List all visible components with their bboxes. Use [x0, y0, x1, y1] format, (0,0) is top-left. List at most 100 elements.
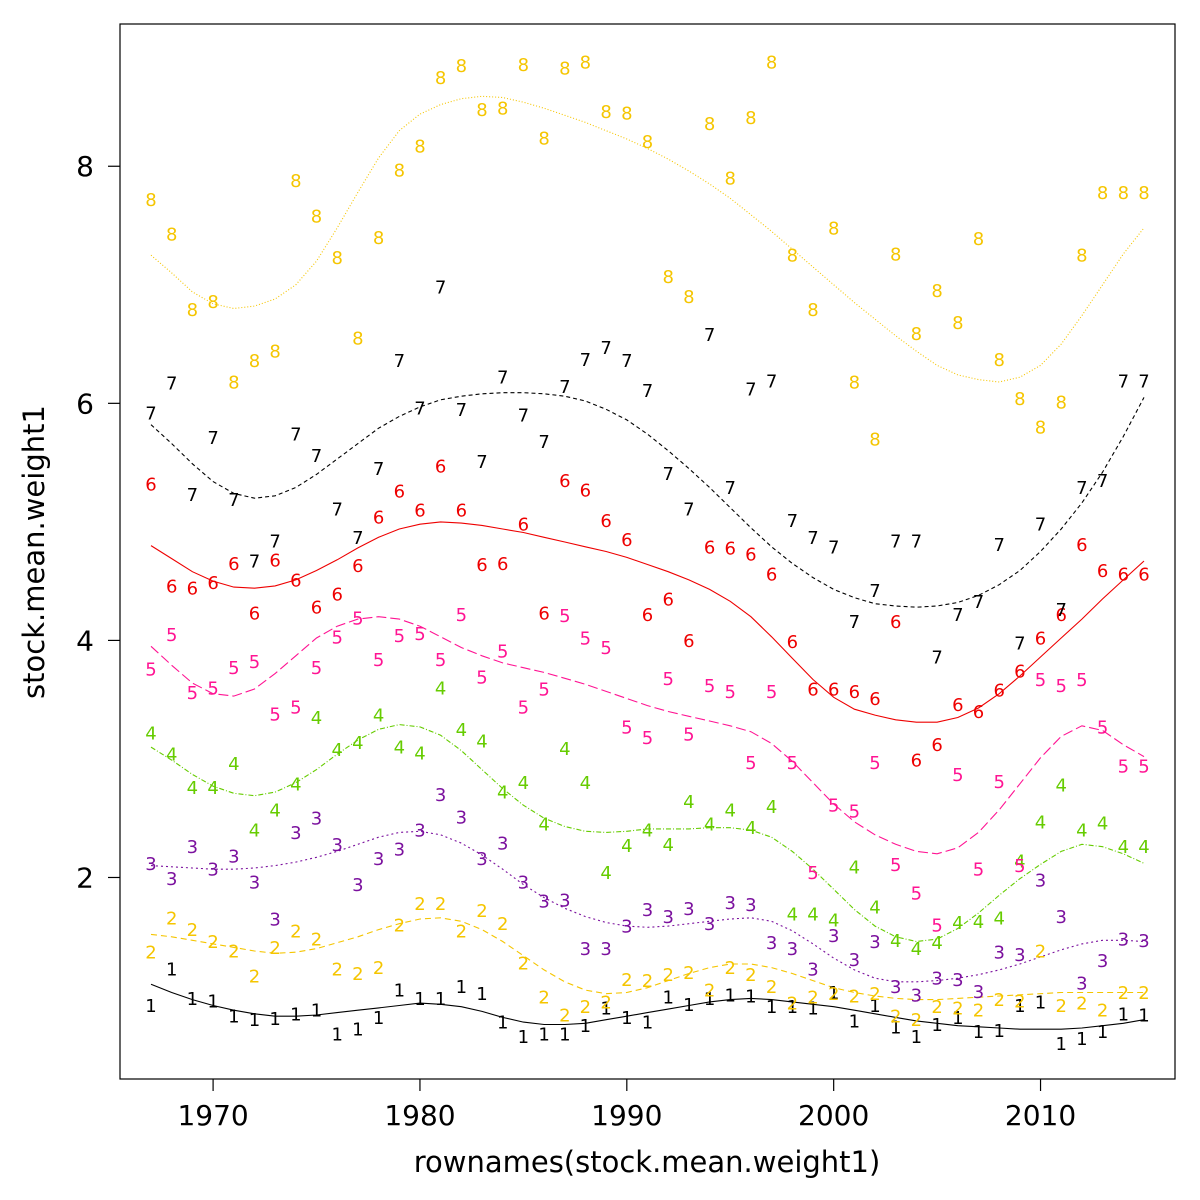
data-point-1: 1 — [187, 989, 198, 1010]
data-point-2: 2 — [207, 932, 218, 953]
data-point-1: 1 — [456, 977, 467, 998]
data-point-6: 6 — [207, 573, 218, 594]
data-point-6: 6 — [828, 680, 839, 701]
smooth-line-5 — [150, 616, 1145, 855]
data-point-2: 2 — [559, 1006, 570, 1027]
data-point-5: 5 — [621, 717, 632, 738]
data-point-1: 1 — [973, 1022, 984, 1043]
data-point-8: 8 — [724, 169, 735, 190]
data-point-5: 5 — [580, 629, 591, 650]
data-point-7: 7 — [911, 531, 922, 552]
data-point-5: 5 — [1097, 717, 1108, 738]
data-point-8: 8 — [849, 373, 860, 394]
data-point-6: 6 — [538, 604, 549, 625]
data-point-4: 4 — [497, 783, 508, 804]
data-point-5: 5 — [290, 697, 301, 718]
data-point-5: 5 — [745, 753, 756, 774]
data-point-7: 7 — [766, 371, 777, 392]
y-tick-label: 2 — [76, 861, 94, 894]
data-point-6: 6 — [662, 589, 673, 610]
data-point-7: 7 — [724, 478, 735, 499]
data-point-4: 4 — [187, 778, 198, 799]
y-axis: 2 4 6 8 — [76, 150, 120, 894]
data-point-8: 8 — [787, 246, 798, 267]
data-point-3: 3 — [1097, 951, 1108, 972]
data-point-7: 7 — [580, 350, 591, 371]
data-point-4: 4 — [456, 720, 467, 741]
data-point-7: 7 — [249, 552, 260, 573]
data-point-2: 2 — [683, 963, 694, 984]
data-point-3: 3 — [538, 892, 549, 913]
data-point-2: 2 — [973, 1001, 984, 1022]
data-point-3: 3 — [559, 891, 570, 912]
data-point-8: 8 — [373, 228, 384, 249]
data-point-2: 2 — [290, 921, 301, 942]
smooth-line-1 — [150, 983, 1145, 1030]
plot-frame — [119, 23, 1176, 1080]
data-point-3: 3 — [518, 873, 529, 894]
smooth-line-6 — [150, 521, 1145, 723]
data-point-1: 1 — [580, 1016, 591, 1037]
data-point-1: 1 — [683, 995, 694, 1016]
data-point-7: 7 — [1014, 633, 1025, 654]
y-tick-label: 6 — [76, 387, 94, 420]
data-point-5: 5 — [352, 608, 363, 629]
data-point-3: 3 — [890, 977, 901, 998]
x-tick-label: 2000 — [798, 1099, 869, 1132]
data-point-4: 4 — [373, 706, 384, 727]
data-point-5: 5 — [993, 772, 1004, 793]
data-point-3: 3 — [704, 914, 715, 935]
data-point-7: 7 — [207, 428, 218, 449]
data-point-3: 3 — [476, 849, 487, 870]
data-point-6: 6 — [952, 695, 963, 716]
smooth-line-2 — [150, 917, 1144, 1001]
data-point-5: 5 — [311, 658, 322, 679]
data-point-6: 6 — [187, 579, 198, 600]
data-point-5: 5 — [1138, 757, 1149, 778]
data-point-2: 2 — [249, 966, 260, 987]
data-point-5: 5 — [869, 753, 880, 774]
data-point-1: 1 — [518, 1027, 529, 1048]
data-point-7: 7 — [497, 368, 508, 389]
data-point-8: 8 — [290, 171, 301, 192]
data-point-6: 6 — [228, 554, 239, 575]
data-point-6: 6 — [476, 555, 487, 576]
data-point-1: 1 — [745, 987, 756, 1008]
data-point-2: 2 — [1097, 1001, 1108, 1022]
data-point-5: 5 — [1014, 856, 1025, 877]
data-point-6: 6 — [1138, 565, 1149, 586]
data-point-7: 7 — [807, 528, 818, 549]
data-point-7: 7 — [828, 537, 839, 558]
data-point-8: 8 — [269, 342, 280, 363]
data-point-4: 4 — [642, 821, 653, 842]
data-point-5: 5 — [414, 624, 425, 645]
data-point-3: 3 — [600, 939, 611, 960]
data-point-3: 3 — [724, 893, 735, 914]
smooth-line-3 — [150, 830, 1145, 983]
data-point-3: 3 — [745, 895, 756, 916]
data-point-4: 4 — [911, 939, 922, 960]
data-point-3: 3 — [683, 899, 694, 920]
data-point-5: 5 — [166, 625, 177, 646]
data-point-6: 6 — [331, 585, 342, 606]
data-point-6: 6 — [849, 682, 860, 703]
data-point-1: 1 — [559, 1025, 570, 1046]
data-point-8: 8 — [600, 102, 611, 123]
x-axis: 1970 1980 1990 2000 2010 — [177, 1079, 1076, 1132]
data-point-5: 5 — [683, 725, 694, 746]
data-point-6: 6 — [1035, 629, 1046, 650]
data-point-7: 7 — [145, 403, 156, 424]
data-point-1: 1 — [414, 989, 425, 1010]
data-point-2: 2 — [704, 981, 715, 1002]
data-point-4: 4 — [228, 754, 239, 775]
data-point-4: 4 — [807, 905, 818, 926]
data-point-1: 1 — [807, 998, 818, 1019]
data-point-3: 3 — [1076, 974, 1087, 995]
data-point-7: 7 — [269, 531, 280, 552]
data-point-8: 8 — [580, 52, 591, 73]
data-point-4: 4 — [1035, 812, 1046, 833]
data-point-6: 6 — [766, 565, 777, 586]
data-point-1: 1 — [1118, 1004, 1129, 1025]
data-point-1: 1 — [662, 988, 673, 1009]
data-point-2: 2 — [828, 984, 839, 1005]
